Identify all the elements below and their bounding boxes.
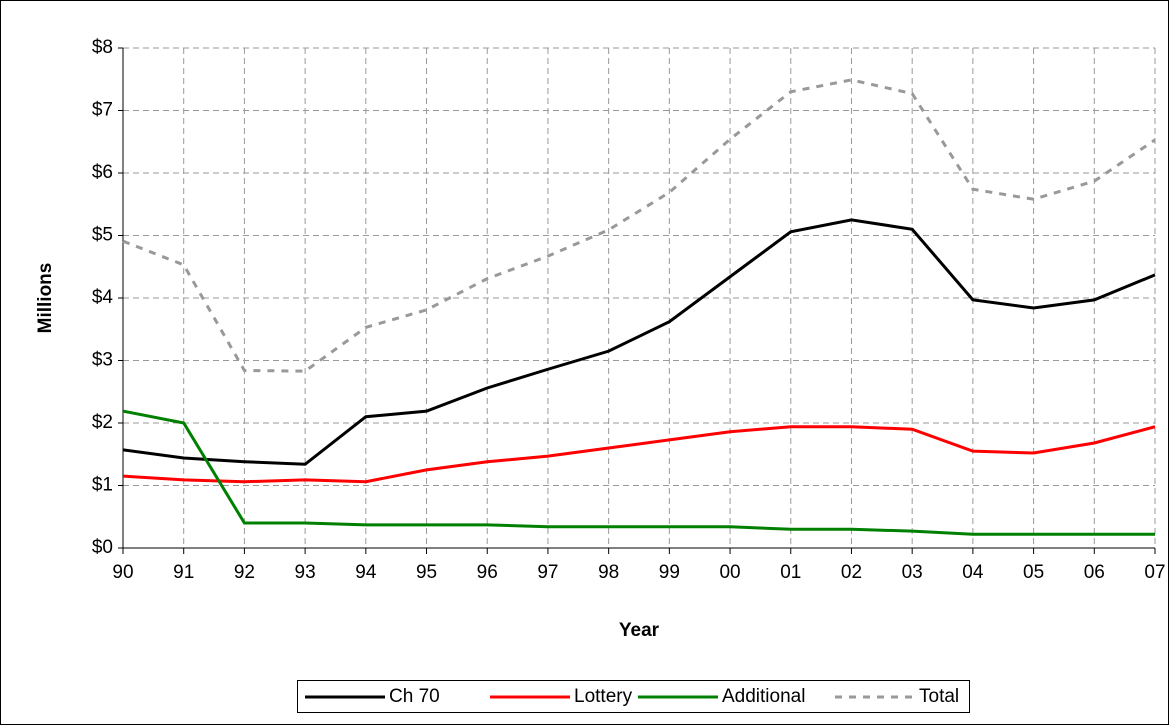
series-line (122, 78, 1156, 373)
legend-label: Additional (722, 686, 805, 707)
x-tick-label: 06 (1084, 562, 1105, 583)
series-line (122, 409, 1155, 536)
y-axis-label: Millions (35, 263, 56, 334)
legend-box (297, 680, 970, 713)
x-axis-label: Year (619, 620, 660, 641)
x-tick-label: 95 (416, 562, 437, 583)
y-tick-label: $6 (92, 162, 113, 183)
y-tick-label: $8 (92, 37, 113, 58)
x-tick-label: 05 (1023, 562, 1044, 583)
series-line (122, 425, 1156, 484)
y-tick-label: $1 (92, 475, 113, 496)
x-tick-label: 04 (962, 562, 984, 583)
x-tick-label: 94 (355, 562, 377, 583)
x-tick-label: 99 (659, 562, 680, 583)
y-tick-label: $4 (92, 287, 114, 308)
x-tick-label: 92 (234, 562, 255, 583)
x-tick-label: 03 (902, 562, 923, 583)
y-tick-label: $0 (92, 537, 113, 558)
x-tick-label: 96 (477, 562, 498, 583)
x-tick-label: 90 (112, 562, 133, 583)
x-tick-label: 97 (537, 562, 558, 583)
x-tick-label: 93 (295, 562, 316, 583)
y-tick-label: $5 (92, 225, 113, 246)
legend-label: Total (919, 686, 959, 707)
y-tick-label: $2 (92, 412, 113, 433)
x-tick-label: 98 (598, 562, 619, 583)
y-tick-label: $7 (92, 100, 113, 121)
x-tick-label: 91 (173, 562, 194, 583)
x-tick-label: 02 (841, 562, 862, 583)
x-tick-label: 00 (719, 562, 740, 583)
legend-label: Lottery (574, 686, 633, 707)
x-tick-label: 07 (1144, 562, 1165, 583)
y-tick-label: $3 (92, 350, 113, 371)
legend-label: Ch 70 (389, 686, 440, 707)
series-line (122, 218, 1156, 466)
x-tick-label: 01 (780, 562, 801, 583)
